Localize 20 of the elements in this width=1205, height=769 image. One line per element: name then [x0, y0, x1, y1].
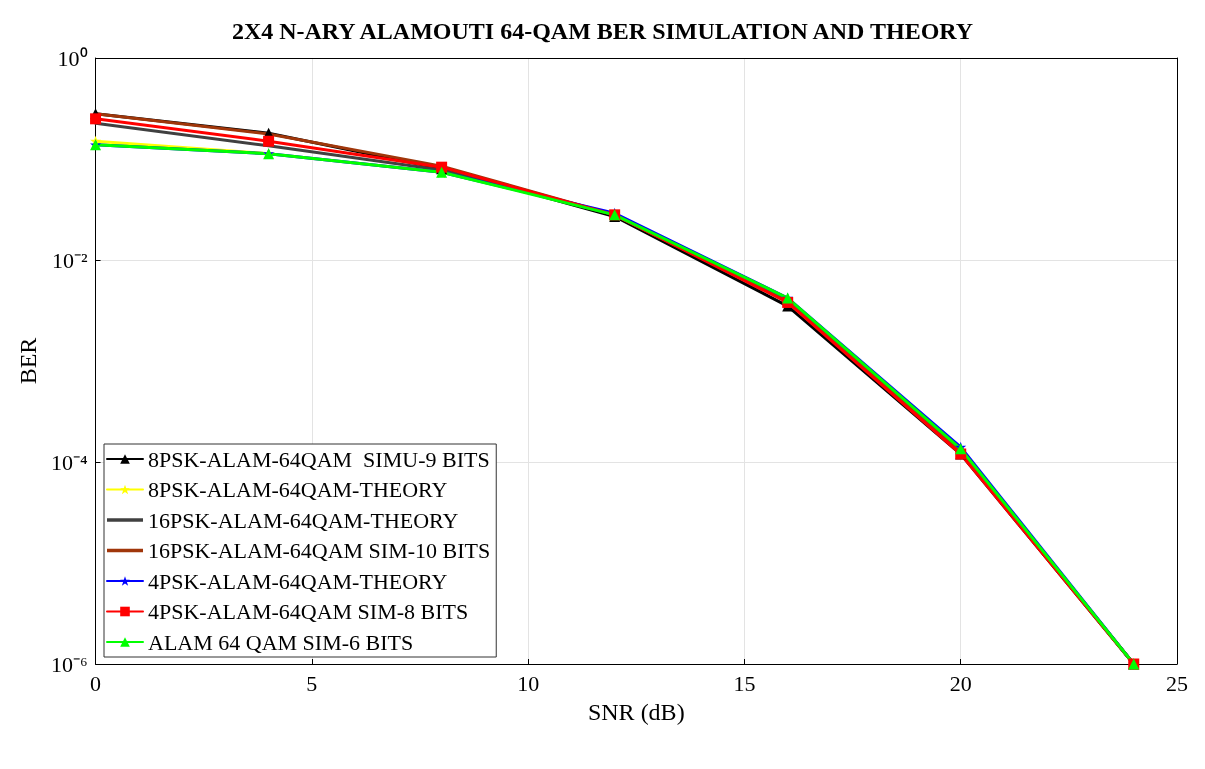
y-axis-title: BER: [15, 337, 41, 385]
y-tick-label: 10⁰: [57, 45, 88, 71]
y-tick-label: 10⁻⁶: [50, 651, 88, 677]
y-tick-label: 10⁻²: [51, 247, 88, 273]
chart-title: 2X4 N-ARY ALAMOUTI 64-QAM BER SIMULATION AND THEORY: [231, 18, 974, 44]
x-tick-label: 20: [949, 670, 972, 696]
x-tick-label: 10: [517, 670, 540, 696]
x-tick-label: 5: [306, 670, 318, 696]
y-tick-label: 10⁻⁴: [50, 449, 88, 475]
legend-label: 8PSK-ALAM-64QAM-THEORY: [148, 477, 448, 502]
legend-label: 4PSK-ALAM-64QAM-THEORY: [148, 568, 448, 594]
legend-label: ALAM 64 QAM SIM-6 BITS: [148, 629, 414, 655]
x-tick-label: 15: [733, 670, 756, 696]
x-tick-label: 25: [1166, 670, 1188, 696]
legend-label: 4PSK-ALAM-64QAM SIM-8 BITS: [148, 599, 469, 624]
legend-label: 8PSK-ALAM-64QAM SIMU-9 BITS: [148, 446, 490, 472]
x-tick-label: 0: [90, 670, 102, 696]
x-axis-title: SNR (dB): [587, 699, 685, 725]
legend-label: 16PSK-ALAM-64QAM SIM-10 BITS: [148, 538, 491, 563]
legend-label: 16PSK-ALAM-64QAM-THEORY: [148, 507, 459, 533]
